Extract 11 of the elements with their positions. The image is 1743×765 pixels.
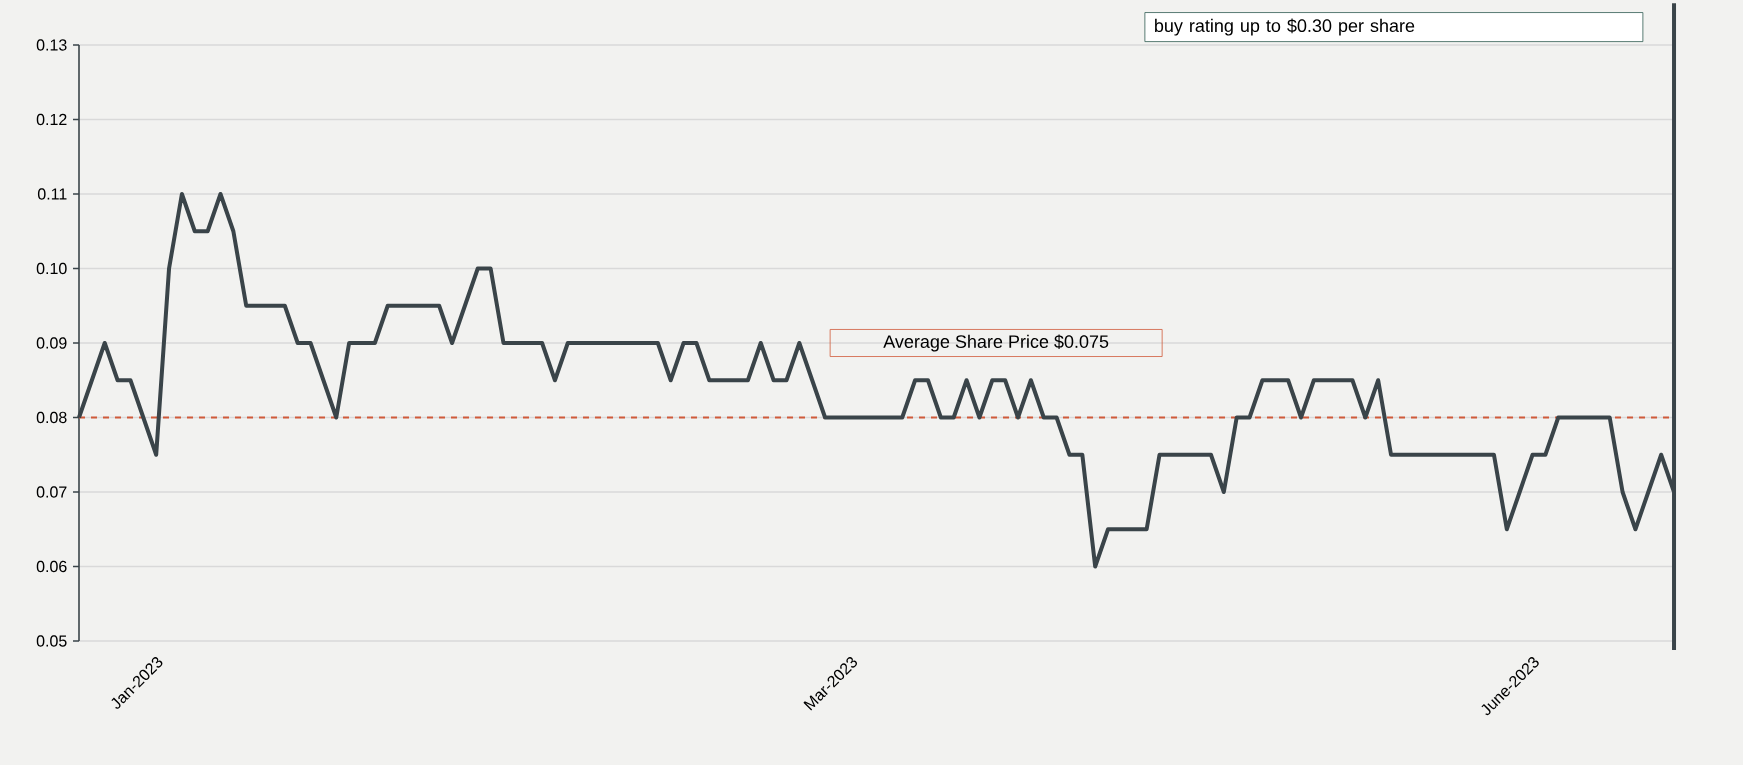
y-tick-label: 0.11 [37,188,67,200]
y-tick-label: 0.06 [36,560,67,573]
y-tick-label: 0.10 [36,262,67,275]
y-tick-label: 0.09 [36,337,67,349]
y-tick-label: 0.05 [36,635,67,647]
y-tick-label: 0.07 [36,486,67,498]
y-tick-label: 0.12 [36,113,67,126]
text: buy rating up to $0.30 per share [1155,18,1415,36]
y-tick-label: 0.13 [36,39,67,51]
annotation: Average Share Price $0.075 [883,334,1109,352]
y-tick-label: 0.08 [36,411,67,424]
